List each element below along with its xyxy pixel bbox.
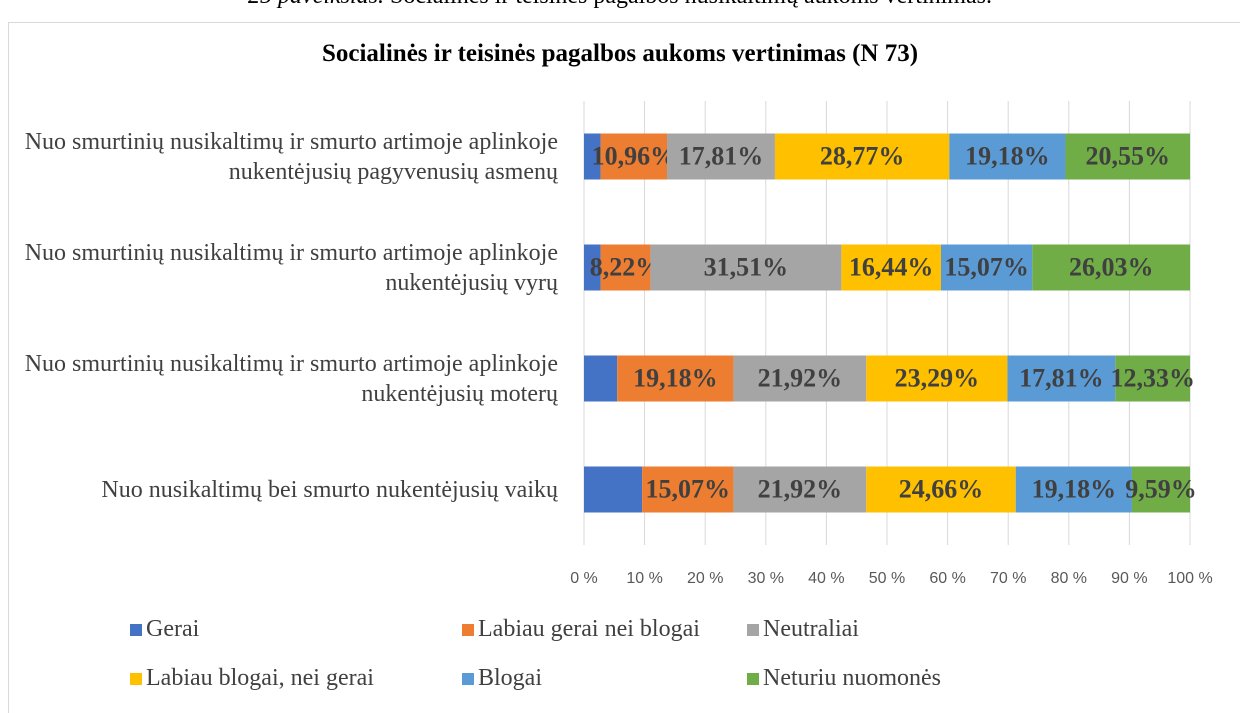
bar-segment [866, 355, 1008, 402]
bar-segment [940, 244, 1033, 291]
bar-segment [1131, 466, 1191, 513]
data-label: 19,18% [633, 363, 718, 392]
y-tick-label: Nuo nusikaltimų bei smurto nukentėjusių … [101, 476, 558, 503]
x-tick-label: 90 % [1111, 570, 1147, 587]
bar-segment [600, 244, 651, 291]
chart-title: Socialinės ir teisinės pagalbos aukoms v… [321, 40, 919, 67]
data-label: 26,03% [1069, 252, 1154, 281]
data-label: 17,81% [1019, 363, 1104, 392]
x-tick-label: 70 % [990, 570, 1026, 587]
data-label: 31,51% [704, 252, 789, 281]
data-label: 21,92% [758, 363, 843, 392]
bar-segment [1007, 355, 1116, 402]
data-label: 10,96% [592, 141, 677, 170]
legend: Gerai Labiau gerai nei blogai Neutraliai La… [130, 616, 1047, 692]
legend-item: Labiau gerai nei blogai [462, 616, 747, 643]
bar-segment [617, 355, 734, 402]
bar-segment [642, 466, 734, 513]
x-tick-label: 50 % [869, 570, 905, 587]
bar-segment [866, 466, 1016, 513]
legend-item: Labiau blogai, nei gerai [130, 665, 462, 692]
bar-segment [841, 244, 941, 291]
data-label: 15,07% [944, 252, 1029, 281]
bar-segment [733, 466, 867, 513]
data-label: 20,55% [1086, 141, 1171, 170]
x-tick-label: 40 % [808, 570, 844, 587]
y-tick-label: Nuo smurtinių nusikaltimų ir smurto arti… [24, 350, 558, 407]
x-tick-label: 0 % [570, 570, 598, 587]
bar-segment [1015, 466, 1132, 513]
data-label: 24,66% [899, 474, 984, 503]
caption-text: Socialinės ir teisinės pagalbos nusikalt… [390, 0, 992, 9]
legend-label: Neutraliai [763, 616, 859, 642]
data-label: 21,92% [758, 474, 843, 503]
data-label: 17,81% [679, 141, 764, 170]
x-tick-label: 10 % [626, 570, 662, 587]
data-label: 9,59% [1125, 474, 1197, 503]
legend-swatch [462, 672, 474, 685]
caption: 25 paveikslas. Socialinės ir teisinės pa… [0, 0, 1240, 10]
bar-segment [650, 244, 842, 291]
y-tick-label: Nuo smurtinių nusikaltimų ir smurto arti… [24, 239, 558, 296]
y-tick-label: Nuo smurtinių nusikaltimų ir smurto arti… [24, 128, 558, 185]
bar-segment [584, 355, 618, 402]
data-label: 8,22% [590, 252, 662, 281]
bar-segment [1032, 244, 1191, 291]
data-label: 19,18% [1032, 474, 1117, 503]
bar-segment [1115, 355, 1191, 402]
legend-item: Blogai [462, 665, 747, 692]
bar-segment [600, 133, 668, 180]
legend-swatch [130, 623, 142, 636]
bar-segment [584, 133, 601, 180]
legend-swatch [462, 623, 474, 636]
x-tick-label: 30 % [748, 570, 784, 587]
bar-segment [949, 133, 1066, 180]
legend-label: Labiau blogai, nei gerai [146, 665, 374, 691]
legend-item: Neturiu nuomonės [747, 665, 1047, 692]
legend-swatch [747, 672, 759, 685]
legend-label: Labiau gerai nei blogai [478, 616, 700, 642]
legend-swatch [747, 623, 759, 636]
bar-segment [584, 244, 601, 291]
data-label: 16,44% [849, 252, 934, 281]
legend-item: Neutraliai [747, 616, 1047, 643]
x-tick-label: 20 % [687, 570, 723, 587]
legend-label: Blogai [478, 665, 542, 691]
x-tick-label: 60 % [929, 570, 965, 587]
data-label: 19,18% [965, 141, 1050, 170]
bar-segment [1065, 133, 1191, 180]
bar-segment [667, 133, 775, 180]
bar-segment [584, 466, 643, 513]
bar-segment [733, 355, 867, 402]
x-tick-label: 100 % [1167, 570, 1212, 587]
legend-label: Gerai [146, 616, 200, 642]
legend-swatch [130, 672, 142, 685]
legend-item: Gerai [130, 616, 462, 643]
caption-label: 25 paveikslas. [248, 0, 384, 9]
bar-segment [774, 133, 950, 180]
x-tick-label: 80 % [1051, 570, 1087, 587]
legend-label: Neturiu nuomonės [763, 665, 941, 691]
data-label: 15,07% [646, 474, 731, 503]
data-label: 23,29% [895, 363, 980, 392]
chart-frame [8, 22, 1240, 713]
data-label: 28,77% [820, 141, 905, 170]
data-label: 12,33% [1110, 363, 1195, 392]
